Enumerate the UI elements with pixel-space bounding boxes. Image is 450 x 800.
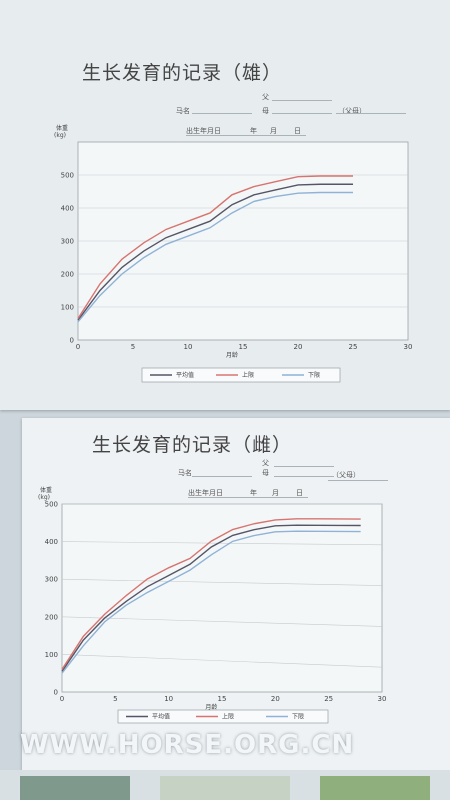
series-line-平均值 — [77, 183, 353, 321]
mother-label: 母 — [262, 107, 269, 115]
father-line — [272, 100, 332, 101]
x-axis-label: 月龄 — [205, 703, 217, 711]
series-line-下限 — [77, 191, 353, 323]
day-label: 日 — [296, 489, 303, 497]
month-label: 月 — [272, 489, 279, 497]
x-tick-label: 30 — [378, 695, 387, 703]
mother-father-label: （父母） — [332, 471, 360, 479]
month-label: 月 — [270, 127, 277, 135]
y-tick-label: 200 — [61, 271, 74, 279]
mother-father-label: （父母） — [338, 107, 366, 115]
series-line-平均值 — [61, 524, 361, 672]
y-tick-label: 200 — [45, 613, 58, 621]
x-tick-label: 15 — [239, 343, 248, 351]
name-line — [192, 476, 252, 477]
year-label: 年 — [250, 489, 257, 497]
thumbnail-image — [20, 776, 130, 800]
mother-label: 母 — [262, 469, 269, 477]
father-line — [274, 466, 334, 467]
thumbnail-image — [320, 776, 430, 800]
name-line — [192, 113, 252, 114]
birth-date-label: 出生年月日 — [188, 489, 223, 497]
x-tick-label: 10 — [184, 343, 193, 351]
legend-entry: 下限 — [308, 371, 320, 379]
x-tick-label: 10 — [164, 695, 173, 703]
x-tick-label: 25 — [349, 343, 358, 351]
gridline — [61, 541, 383, 546]
y-tick-label: 0 — [54, 689, 58, 697]
x-tick-label: 30 — [404, 343, 413, 351]
father-label: 父 — [262, 93, 269, 101]
name-label: 马名 — [176, 107, 190, 115]
y-tick-label: 400 — [61, 205, 74, 213]
x-tick-label: 15 — [218, 695, 227, 703]
x-tick-label: 20 — [271, 695, 280, 703]
thumbnail-image — [160, 776, 290, 800]
y-axis-label: 体重 — [56, 124, 68, 132]
x-tick-label: 25 — [324, 695, 333, 703]
y-tick-label: 0 — [70, 337, 74, 345]
series-line-下限 — [61, 530, 361, 674]
chart-sheet-male: 生长发育的记录（雄） 父 马名 母 （父母） 出生年月日 年 月 日 0 100 2… — [0, 0, 450, 410]
birth-date-label: 出生年月日 — [186, 127, 221, 135]
y-tick-label: 100 — [61, 304, 74, 312]
x-tick-label: 0 — [76, 343, 80, 351]
y-axis-unit: (kg) — [54, 132, 66, 139]
x-tick-label: 5 — [131, 343, 135, 351]
chart-title: 生长发育的记录（雌） — [92, 434, 293, 456]
watermark-text: WWW.HORSE.ORG.CN — [20, 730, 355, 760]
legend-entry: 平均值 — [152, 713, 170, 721]
series-line-上限 — [61, 518, 361, 670]
legend-box — [117, 709, 329, 724]
legend-box — [141, 367, 341, 383]
chart-title: 生长发育的记录（雄） — [82, 62, 283, 84]
y-tick-label: 500 — [61, 172, 74, 180]
series-line-上限 — [77, 175, 353, 319]
mother-line — [274, 476, 334, 477]
mother-line — [272, 113, 332, 114]
x-tick-label: 0 — [60, 695, 64, 703]
x-axis-label: 月龄 — [226, 351, 238, 359]
y-axis-label: 体重 — [40, 486, 52, 494]
legend-entry: 下限 — [292, 713, 304, 721]
y-tick-label: 300 — [61, 238, 74, 246]
y-tick-label: 300 — [45, 576, 58, 584]
y-axis-unit: (kg) — [38, 494, 50, 501]
name-label: 马名 — [178, 469, 192, 477]
x-tick-label: 20 — [294, 343, 303, 351]
chart-sheet-female: 生长发育的记录（雌） 父 马名 母 （父母） 出生年月日 年 月 日 0 100 2… — [22, 418, 450, 770]
father-label: 父 — [262, 459, 269, 467]
legend-entry: 平均值 — [176, 371, 194, 379]
year-label: 年 — [250, 127, 257, 135]
gridline — [61, 654, 383, 668]
x-tick-label: 5 — [113, 695, 117, 703]
y-tick-label: 500 — [45, 501, 58, 509]
mother-father-line — [328, 480, 388, 481]
y-tick-label: 400 — [45, 538, 58, 546]
day-label: 日 — [294, 127, 301, 135]
birth-date-line — [186, 135, 306, 136]
plot-area — [61, 503, 383, 693]
gridline — [61, 578, 383, 586]
legend-entry: 上限 — [242, 371, 254, 379]
gridline — [61, 616, 383, 627]
y-tick-label: 100 — [45, 651, 58, 659]
birth-date-line — [188, 497, 308, 498]
legend-entry: 上限 — [222, 713, 234, 721]
mother-father-line — [336, 113, 406, 114]
